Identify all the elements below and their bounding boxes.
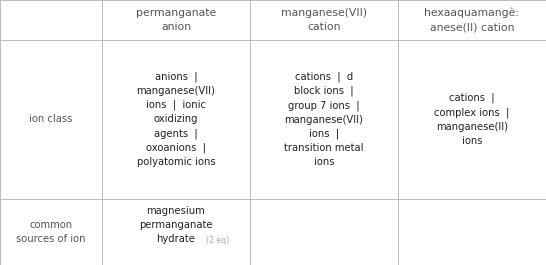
Text: ion class: ion class (29, 114, 73, 125)
Text: cations  |
complex ions  |
manganese(II)
ions: cations | complex ions | manganese(II) i… (434, 93, 509, 146)
Text: magnesium
permanganate
hydrate: magnesium permanganate hydrate (139, 206, 213, 244)
Text: anions  |
manganese(VII)
ions  |  ionic
oxidizing
agents  |
oxoanions  |
polyato: anions | manganese(VII) ions | ionic oxi… (136, 72, 216, 167)
Text: common
sources of ion: common sources of ion (16, 220, 86, 244)
Text: (2 eq): (2 eq) (206, 236, 229, 245)
Text: hexaaquamangè:
anese(II) cation: hexaaquamangè: anese(II) cation (424, 8, 519, 32)
Text: manganese(VII)
cation: manganese(VII) cation (281, 8, 367, 32)
Text: cations  |  d
block ions  |
group 7 ions  |
manganese(VII)
ions  |
transition me: cations | d block ions | group 7 ions | … (284, 72, 364, 167)
Text: permanganate
anion: permanganate anion (136, 8, 216, 32)
